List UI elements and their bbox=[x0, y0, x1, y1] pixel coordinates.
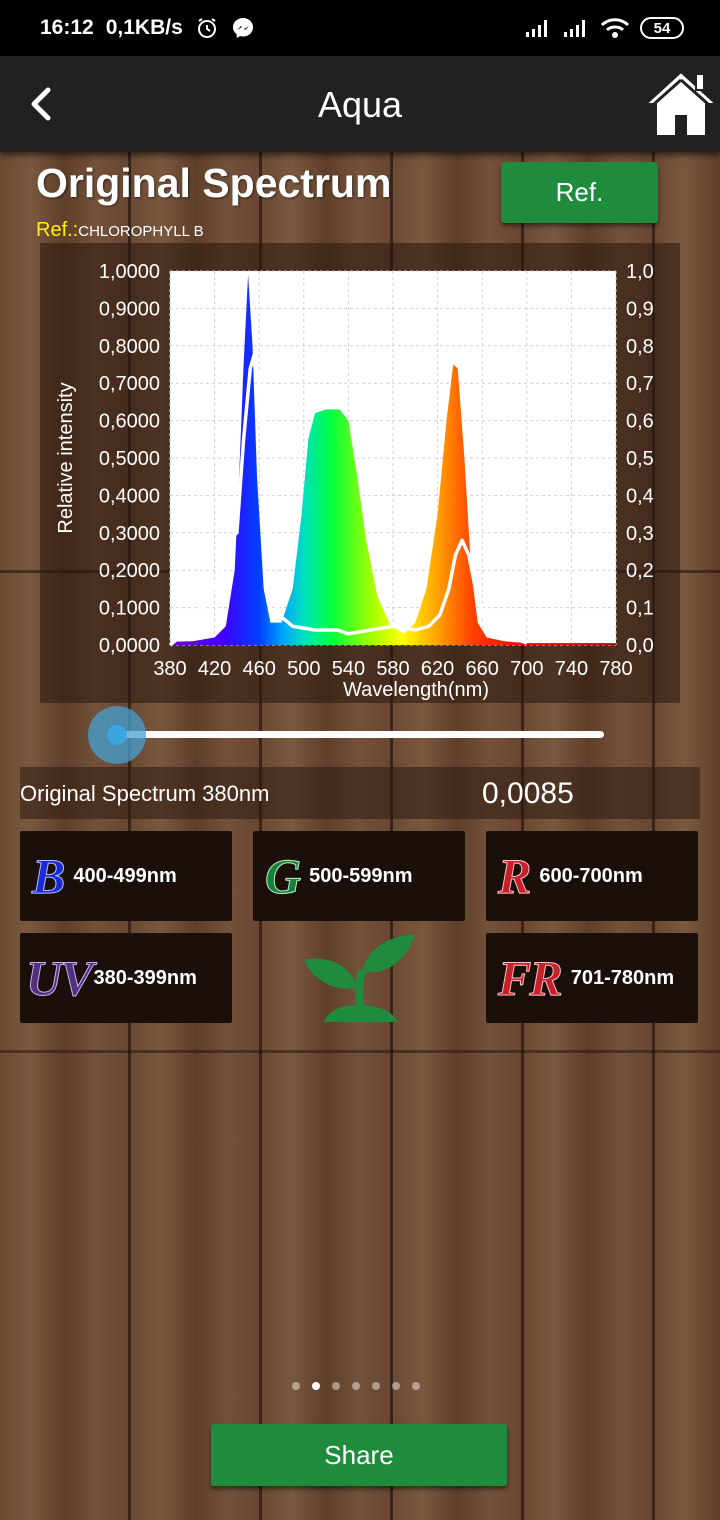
y-tick-label-left: 0,5000 bbox=[99, 448, 160, 470]
page-dot[interactable] bbox=[332, 1382, 340, 1390]
y-tick-label-left: 0,0000 bbox=[99, 635, 160, 657]
y-tick-label-left: 0,7000 bbox=[99, 373, 160, 395]
y-tick-label-left: 0,9000 bbox=[99, 298, 160, 320]
x-tick-label: 420 bbox=[198, 658, 231, 680]
reference-value: CHLOROPHYLL B bbox=[78, 223, 204, 240]
y-tick-label-right: 0,1 bbox=[626, 598, 654, 620]
y-tick-label-left: 1,0000 bbox=[99, 261, 160, 283]
app-bar: Aqua bbox=[0, 56, 720, 152]
spectrum-chart: 380 420 460 500 540 580 620 660 700 740 780 0,0000 0… bbox=[55, 261, 654, 701]
app-title: Aqua bbox=[317, 84, 403, 125]
page-dot[interactable] bbox=[412, 1382, 420, 1390]
readout-value: 0,0085 bbox=[482, 777, 574, 810]
x-tick-label: 700 bbox=[510, 658, 543, 680]
status-time: 16:12 bbox=[40, 16, 94, 39]
band-g-range: 500-599nm bbox=[309, 864, 413, 887]
band-b-button[interactable]: B 400-499nm bbox=[20, 831, 232, 921]
y-tick-label-right: 0,9 bbox=[626, 298, 654, 320]
band-b-range: 400-499nm bbox=[73, 864, 177, 887]
y-tick-label-left: 0,1000 bbox=[99, 598, 160, 620]
page-indicator bbox=[292, 1382, 420, 1390]
spectrum-chart-panel: 380 420 460 500 540 580 620 660 700 740 780 0,0000 0… bbox=[40, 243, 680, 703]
y-tick-label-right: 0,8 bbox=[626, 336, 654, 358]
back-button[interactable] bbox=[22, 84, 62, 124]
band-g-button[interactable]: G 500-599nm bbox=[253, 831, 465, 921]
b-letter-icon: B bbox=[31, 848, 65, 905]
y-tick-label-right: 0,0 bbox=[626, 635, 654, 657]
home-icon bbox=[643, 70, 719, 137]
home-button[interactable] bbox=[642, 66, 720, 144]
y-axis-label: Relative intensity bbox=[55, 382, 77, 533]
section-title: Original Spectrum bbox=[36, 160, 392, 206]
reference-line: Ref.:CHLOROPHYLL B bbox=[36, 219, 204, 242]
x-tick-label: 540 bbox=[332, 658, 365, 680]
y-tick-label-left: 0,8000 bbox=[99, 336, 160, 358]
uv-letter-icon: UV bbox=[25, 950, 93, 1007]
status-network-speed: 0,1KB/s bbox=[105, 16, 183, 39]
x-tick-label: 740 bbox=[555, 658, 588, 680]
band-fr-range: 701-780nm bbox=[570, 966, 675, 989]
sprout-icon[interactable] bbox=[300, 930, 418, 1026]
reference-prefix: Ref.: bbox=[36, 219, 79, 241]
y-tick-label-right: 1,0 bbox=[626, 261, 654, 283]
signal-icon bbox=[524, 18, 552, 38]
y-tick-label-right: 0,4 bbox=[626, 485, 654, 507]
band-r-range: 600-700nm bbox=[539, 864, 643, 887]
g-letter-icon: G bbox=[264, 848, 301, 905]
ref-button[interactable]: Ref. bbox=[501, 162, 658, 223]
y-tick-label-right: 0,7 bbox=[626, 373, 654, 395]
readout-label: Original Spectrum 380nm bbox=[20, 781, 270, 806]
wavelength-slider[interactable] bbox=[86, 706, 616, 764]
share-button[interactable]: Share bbox=[211, 1424, 507, 1486]
y-tick-label-right: 0,2 bbox=[626, 560, 654, 582]
x-tick-label: 660 bbox=[466, 658, 499, 680]
page-dot[interactable] bbox=[352, 1382, 360, 1390]
band-r-button[interactable]: R 600-700nm bbox=[486, 831, 698, 921]
x-tick-label: 780 bbox=[599, 658, 632, 680]
messenger-icon bbox=[231, 16, 255, 40]
y-tick-label-left: 0,2000 bbox=[99, 560, 160, 582]
signal-icon bbox=[562, 18, 590, 38]
x-tick-label: 500 bbox=[287, 658, 320, 680]
x-tick-label: 580 bbox=[376, 658, 409, 680]
fr-letter-icon: FR bbox=[498, 950, 564, 1007]
x-tick-label: 380 bbox=[153, 658, 186, 680]
page-dot[interactable] bbox=[372, 1382, 380, 1390]
x-tick-label: 460 bbox=[243, 658, 276, 680]
readout-bar: Original Spectrum 380nm 0,0085 bbox=[20, 767, 700, 819]
y-tick-label-right: 0,3 bbox=[626, 523, 654, 545]
slider-thumb[interactable] bbox=[107, 725, 127, 745]
page-dot[interactable] bbox=[312, 1382, 320, 1390]
slider-track[interactable] bbox=[116, 731, 604, 738]
battery-icon: 54 bbox=[640, 17, 684, 39]
band-uv-button[interactable]: UV 380-399nm bbox=[20, 933, 232, 1023]
band-fr-button[interactable]: FR 701-780nm bbox=[486, 933, 698, 1023]
page-dot[interactable] bbox=[292, 1382, 300, 1390]
y-tick-label-left: 0,4000 bbox=[99, 485, 160, 507]
page-dot[interactable] bbox=[392, 1382, 400, 1390]
y-tick-label-right: 0,6 bbox=[626, 411, 654, 433]
r-letter-icon: R bbox=[497, 848, 531, 905]
y-tick-label-left: 0,3000 bbox=[99, 523, 160, 545]
band-uv-range: 380-399nm bbox=[93, 966, 197, 989]
chevron-left-icon bbox=[31, 87, 51, 121]
x-axis-label: Wavelength(nm) bbox=[343, 679, 489, 701]
status-bar: 16:12 0,1KB/s 54 bbox=[0, 0, 720, 56]
y-tick-label-left: 0,6000 bbox=[99, 411, 160, 433]
wifi-icon bbox=[600, 17, 630, 39]
x-tick-label: 620 bbox=[421, 658, 454, 680]
y-tick-label-right: 0,5 bbox=[626, 448, 654, 470]
alarm-icon bbox=[195, 16, 219, 40]
reference-curve-series bbox=[168, 351, 528, 647]
